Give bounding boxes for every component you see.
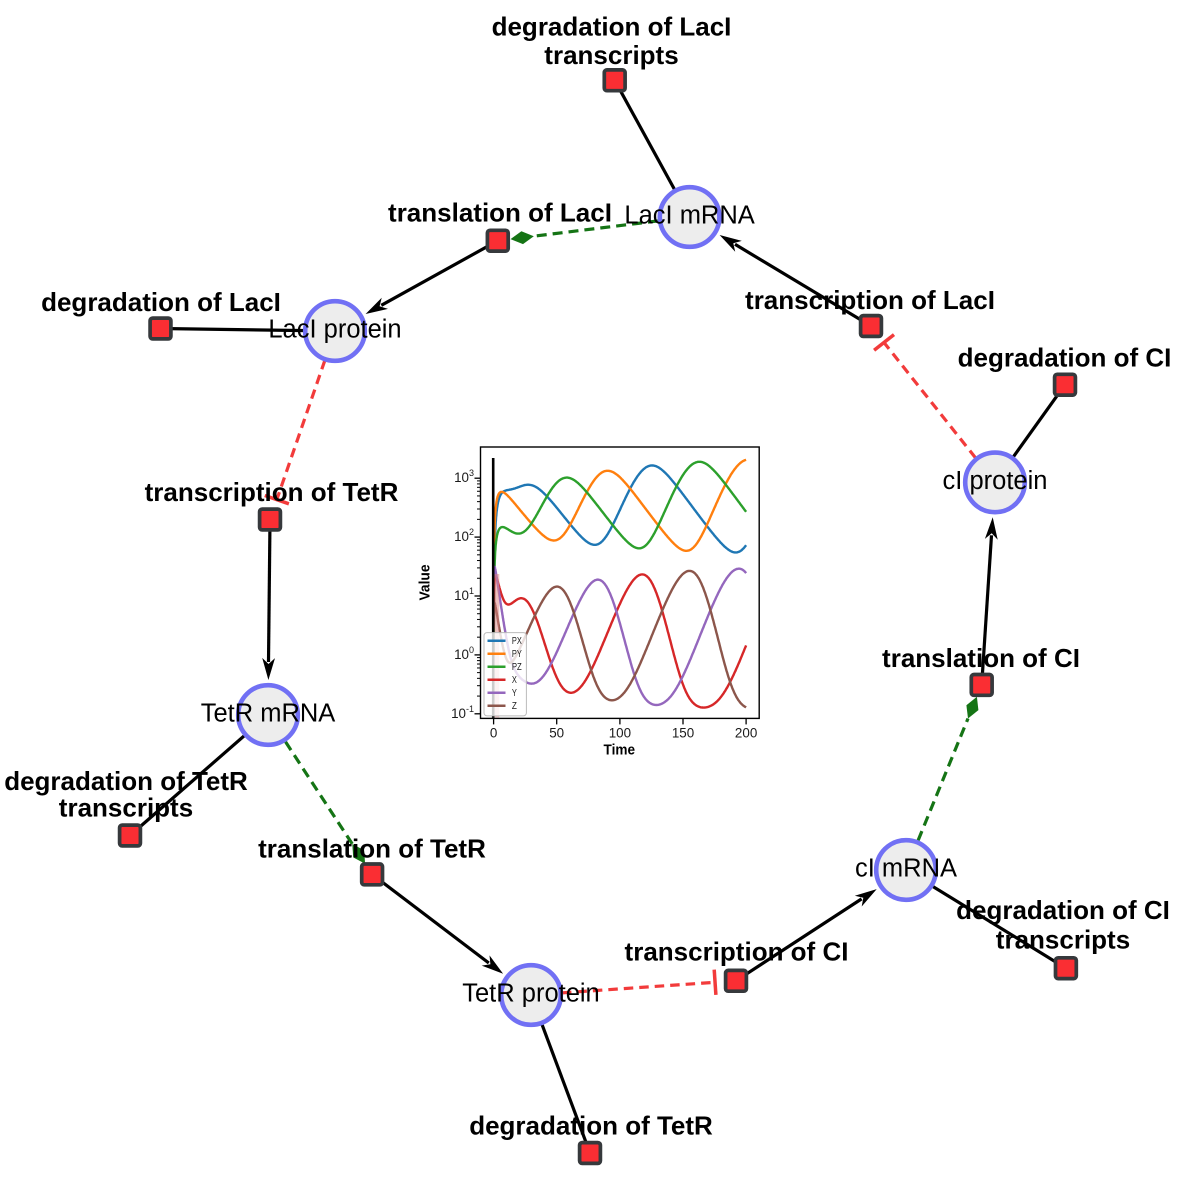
- svg-text:cI protein: cI protein: [943, 467, 1048, 495]
- svg-text:transcripts: transcripts: [59, 792, 193, 822]
- svg-text:TetR mRNA: TetR mRNA: [201, 700, 336, 728]
- svg-text:LacI protein: LacI protein: [268, 316, 401, 344]
- svg-text:150: 150: [672, 725, 694, 740]
- svg-text:Time: Time: [604, 742, 636, 759]
- svg-text:degradation of CI: degradation of CI: [958, 343, 1172, 373]
- svg-text:50: 50: [549, 725, 564, 740]
- svg-text:PZ: PZ: [512, 662, 522, 673]
- svg-text:translation of CI: translation of CI: [882, 643, 1080, 673]
- svg-text:degradation of LacI: degradation of LacI: [492, 11, 732, 41]
- svg-text:Value: Value: [417, 565, 434, 601]
- svg-text:100: 100: [609, 725, 631, 740]
- svg-text:TetR protein: TetR protein: [462, 980, 600, 1008]
- svg-text:200: 200: [735, 725, 757, 740]
- svg-text:transcription of TetR: transcription of TetR: [145, 477, 399, 507]
- svg-text:transcripts: transcripts: [996, 925, 1130, 955]
- svg-text:0: 0: [490, 725, 497, 740]
- svg-text:translation of LacI: translation of LacI: [388, 197, 612, 227]
- svg-text:transcription of CI: transcription of CI: [625, 937, 849, 967]
- svg-text:PX: PX: [512, 636, 522, 647]
- svg-text:transcription of LacI: transcription of LacI: [745, 285, 995, 315]
- svg-text:degradation of CI: degradation of CI: [956, 895, 1170, 925]
- svg-text:Y: Y: [512, 688, 517, 699]
- svg-text:X: X: [512, 675, 517, 686]
- svg-text:degradation of TetR: degradation of TetR: [4, 766, 248, 796]
- svg-text:degradation of TetR: degradation of TetR: [469, 1110, 713, 1140]
- svg-text:degradation of LacI: degradation of LacI: [41, 287, 281, 317]
- svg-text:translation of TetR: translation of TetR: [258, 833, 486, 863]
- svg-text:PY: PY: [512, 649, 522, 660]
- svg-text:transcripts: transcripts: [544, 40, 678, 70]
- svg-text:Z: Z: [512, 701, 517, 712]
- svg-text:LacI mRNA: LacI mRNA: [624, 202, 754, 230]
- svg-text:cI mRNA: cI mRNA: [855, 855, 957, 883]
